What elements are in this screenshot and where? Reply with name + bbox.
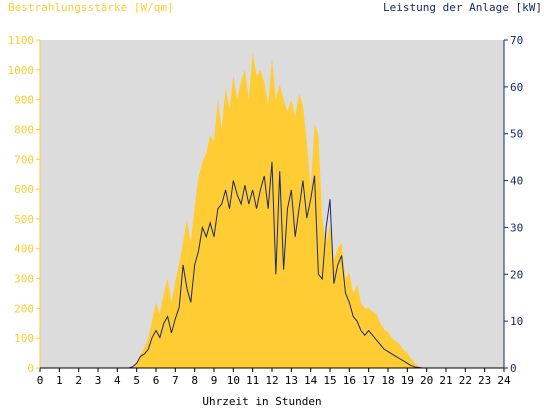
x-axis-label: Uhrzeit in Stunden: [202, 395, 321, 408]
right-axis-ticks: 0 10 20 30 40 50 60 70: [504, 34, 523, 375]
right-tick-label: 60: [510, 81, 523, 94]
x-tick-label: 11: [246, 374, 259, 387]
x-tick-label: 4: [114, 374, 121, 387]
x-tick-label: 13: [285, 374, 298, 387]
right-tick-label: 70: [510, 34, 523, 47]
x-tick-label: 18: [381, 374, 394, 387]
left-tick-label: 400: [14, 243, 34, 256]
x-tick-label: 15: [323, 374, 336, 387]
left-tick-label: 700: [14, 153, 34, 166]
x-tick-label: 20: [420, 374, 433, 387]
right-tick-label: 0: [510, 362, 517, 375]
x-tick-label: 3: [95, 374, 102, 387]
power-line: [40, 161, 504, 369]
left-tick-label: 500: [14, 213, 34, 226]
left-tick-label: 900: [14, 94, 34, 107]
right-tick-label: 30: [510, 221, 523, 234]
right-tick-label: 40: [510, 175, 523, 188]
x-tick-label: 9: [211, 374, 218, 387]
x-tick-label: 23: [478, 374, 491, 387]
left-tick-label: 1100: [8, 34, 35, 47]
x-tick-label: 7: [172, 374, 179, 387]
left-tick-label: 0: [27, 362, 34, 375]
left-tick-label: 800: [14, 123, 34, 136]
x-tick-label: 22: [459, 374, 472, 387]
x-tick-label: 21: [439, 374, 452, 387]
x-tick-label: 5: [133, 374, 140, 387]
x-tick-label: 12: [265, 374, 278, 387]
left-tick-label: 100: [14, 332, 34, 345]
x-tick-label: 24: [497, 374, 511, 387]
right-axis-title: Leistung der Anlage [kW]: [383, 1, 542, 14]
irradiance-area: [40, 51, 504, 369]
x-tick-label: 17: [362, 374, 375, 387]
x-tick-label: 14: [304, 374, 318, 387]
x-axis-ticks: 0 1 2 3 4 5 6 7 8 9 10 11 12 13 14 15 16 17 18 19 20 21 22 23 24: [37, 368, 511, 387]
left-tick-label: 600: [14, 183, 34, 196]
left-tick-label: 300: [14, 273, 34, 286]
x-tick-label: 1: [56, 374, 63, 387]
left-tick-label: 1000: [8, 64, 35, 77]
x-tick-label: 6: [153, 374, 160, 387]
left-tick-label: 200: [14, 302, 34, 315]
x-tick-label: 2: [75, 374, 82, 387]
x-tick-label: 19: [401, 374, 414, 387]
x-tick-label: 8: [191, 374, 198, 387]
x-tick-label: 0: [37, 374, 44, 387]
x-tick-label: 16: [343, 374, 356, 387]
left-axis-ticks: 0 100 200 300 400 500 600 700 800 900 1000 1100: [8, 34, 40, 375]
left-axis-title: Bestrahlungsstärke [W/qm]: [8, 1, 174, 14]
right-tick-label: 10: [510, 315, 523, 328]
x-tick-label: 10: [227, 374, 240, 387]
right-tick-label: 50: [510, 128, 523, 141]
right-tick-label: 20: [510, 268, 523, 281]
